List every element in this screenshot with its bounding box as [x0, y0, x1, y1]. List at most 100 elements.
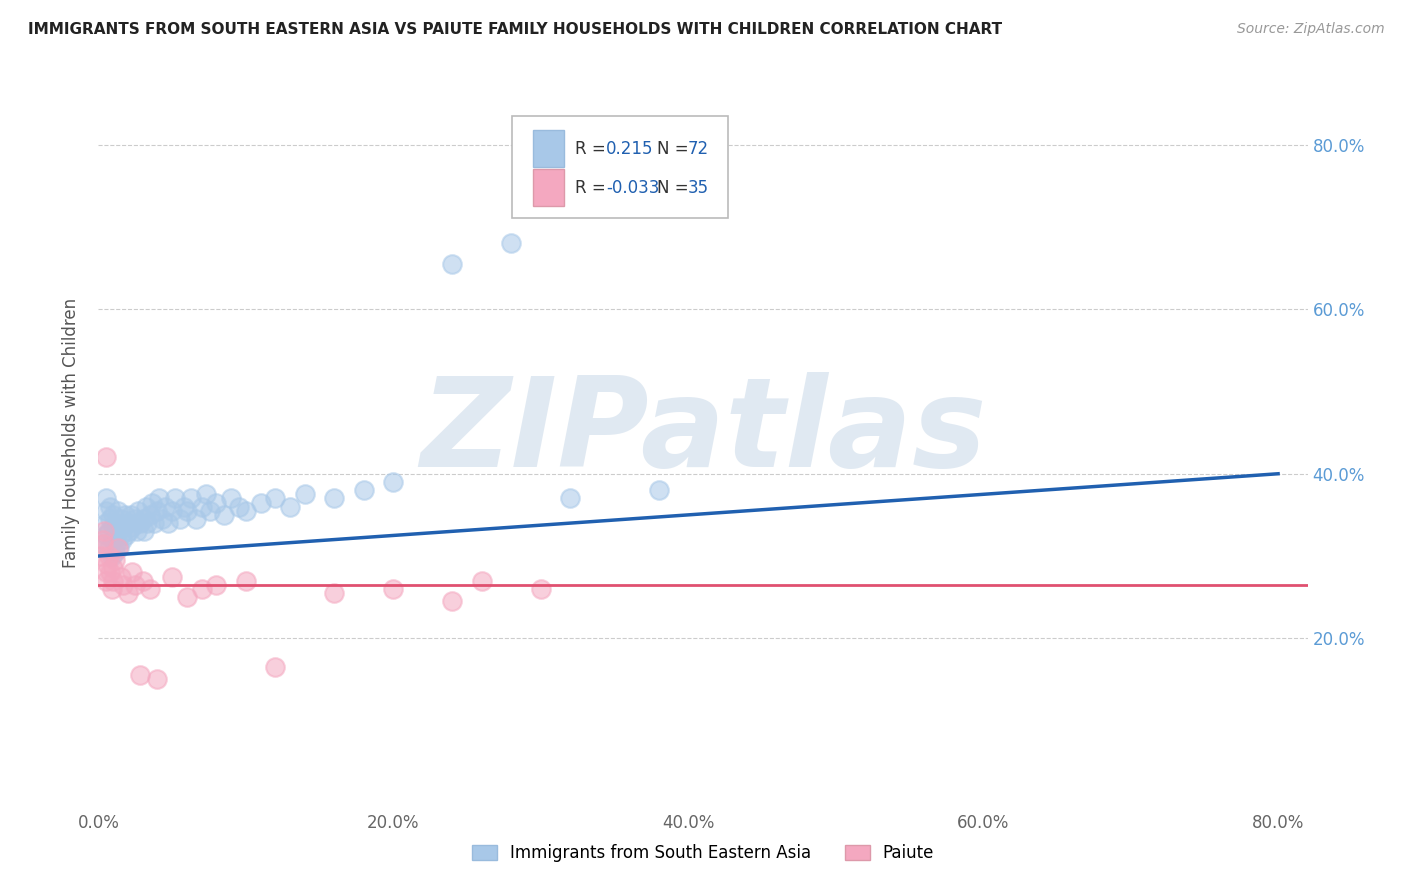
Text: R =: R =: [575, 178, 612, 196]
Text: N =: N =: [657, 178, 693, 196]
Point: [180, 491, 202, 506]
Point: [94, 574, 117, 588]
Point: [131, 512, 153, 526]
Point: [97, 524, 120, 539]
Point: [648, 483, 671, 498]
Point: [105, 536, 128, 550]
Point: [127, 504, 149, 518]
Point: [134, 524, 156, 539]
Point: [235, 574, 257, 588]
Point: [353, 483, 375, 498]
Point: [115, 528, 138, 542]
Point: [94, 491, 117, 506]
Point: [112, 578, 135, 592]
Point: [190, 500, 212, 514]
Point: [148, 491, 170, 506]
Point: [165, 491, 187, 506]
Point: [323, 586, 346, 600]
Text: 35: 35: [688, 178, 709, 196]
Point: [501, 236, 523, 251]
Text: Source: ZipAtlas.com: Source: ZipAtlas.com: [1237, 22, 1385, 37]
Point: [139, 582, 162, 596]
Point: [112, 520, 135, 534]
Point: [98, 512, 121, 526]
Point: [118, 524, 141, 539]
Point: [100, 549, 122, 563]
Point: [294, 487, 316, 501]
Point: [190, 582, 212, 596]
Point: [160, 569, 183, 583]
Point: [176, 590, 198, 604]
Point: [101, 574, 124, 588]
Point: [107, 541, 129, 555]
Point: [471, 574, 494, 588]
Point: [97, 549, 120, 563]
Point: [91, 536, 114, 550]
Point: [441, 594, 464, 608]
Point: [97, 541, 120, 555]
Y-axis label: Family Households with Children: Family Households with Children: [62, 298, 80, 567]
Point: [104, 528, 127, 542]
Point: [107, 524, 129, 539]
Point: [117, 516, 139, 530]
Point: [219, 491, 242, 506]
Point: [104, 553, 127, 567]
Text: 0.215: 0.215: [606, 139, 654, 158]
Point: [141, 495, 163, 509]
Point: [107, 504, 129, 518]
Point: [150, 512, 173, 526]
Point: [100, 582, 122, 596]
Point: [96, 558, 118, 572]
Point: [94, 528, 117, 542]
Point: [125, 524, 148, 539]
Point: [441, 257, 464, 271]
Point: [382, 475, 405, 489]
Point: [200, 504, 222, 518]
Point: [110, 528, 132, 542]
Point: [160, 504, 183, 518]
Text: N =: N =: [657, 139, 693, 158]
Point: [264, 491, 287, 506]
Point: [98, 566, 121, 580]
Point: [94, 504, 117, 518]
Point: [249, 495, 271, 509]
Point: [146, 673, 169, 687]
Point: [205, 578, 228, 592]
Point: [212, 508, 235, 522]
Point: [110, 512, 132, 526]
Point: [560, 491, 582, 506]
Point: [176, 504, 198, 518]
Legend: Immigrants from South Eastern Asia, Paiute: Immigrants from South Eastern Asia, Paiu…: [465, 838, 941, 869]
Point: [110, 569, 132, 583]
Point: [228, 500, 250, 514]
Point: [104, 545, 127, 559]
Point: [278, 500, 301, 514]
Point: [184, 512, 207, 526]
Point: [139, 508, 162, 522]
Point: [94, 450, 117, 465]
Text: IMMIGRANTS FROM SOUTH EASTERN ASIA VS PAIUTE FAMILY HOUSEHOLDS WITH CHILDREN COR: IMMIGRANTS FROM SOUTH EASTERN ASIA VS PA…: [28, 22, 1002, 37]
Point: [124, 512, 146, 526]
Point: [156, 516, 179, 530]
Point: [323, 491, 346, 506]
Point: [114, 508, 136, 522]
Point: [90, 549, 112, 563]
Point: [264, 660, 287, 674]
Point: [131, 574, 153, 588]
Point: [105, 516, 128, 530]
Text: R =: R =: [575, 139, 612, 158]
Point: [128, 516, 150, 530]
Text: -0.033: -0.033: [606, 178, 659, 196]
Point: [91, 536, 114, 550]
Point: [195, 487, 218, 501]
Point: [124, 578, 146, 592]
Point: [136, 516, 159, 530]
Point: [117, 586, 139, 600]
Point: [101, 533, 124, 547]
Point: [382, 582, 405, 596]
Point: [94, 516, 117, 530]
Point: [135, 500, 157, 514]
Point: [205, 495, 228, 509]
Point: [235, 504, 257, 518]
Point: [91, 533, 114, 547]
